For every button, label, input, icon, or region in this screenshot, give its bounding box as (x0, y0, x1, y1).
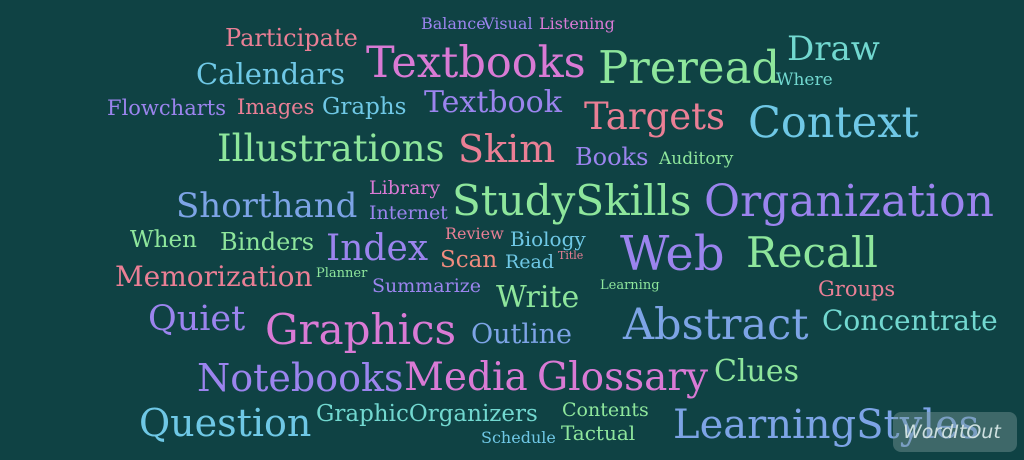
watermark-text: WordItOut (903, 421, 1001, 443)
word-memorization: Memorization (115, 260, 313, 293)
word-draw: Draw (787, 29, 880, 69)
word-preread: Preread (598, 41, 781, 94)
word-library: Library (369, 177, 441, 199)
word-glossary: Glossary (537, 355, 709, 400)
word-organization: Organization (704, 176, 994, 227)
word-flowcharts: Flowcharts (107, 96, 226, 120)
word-question: Question (139, 401, 312, 445)
word-schedule: Schedule (481, 428, 556, 447)
word-index: Index (326, 228, 429, 269)
word-learningstyles: LearningStyles (673, 402, 980, 448)
word-binders: Binders (220, 228, 315, 256)
word-visual: Visual (483, 14, 533, 33)
word-graphs: Graphs (322, 94, 407, 120)
word-graphicorganizers: GraphicOrganizers (316, 401, 538, 427)
word-learning: Learning (600, 278, 660, 293)
word-planner: Planner (316, 266, 368, 281)
word-skim: Skim (458, 127, 556, 171)
word-when: When (130, 227, 197, 253)
word-tactual: Tactual (561, 421, 636, 445)
watermark-badge[interactable]: WordItOut (893, 412, 1017, 452)
word-graphics: Graphics (265, 305, 457, 354)
word-where: Where (776, 70, 833, 90)
word-contents: Contents (562, 399, 649, 421)
word-clues: Clues (714, 354, 800, 389)
word-write: Write (496, 280, 580, 315)
word-biology: Biology (510, 227, 586, 251)
word-calendars: Calendars (196, 57, 346, 91)
word-listening: Listening (539, 14, 615, 33)
word-quiet: Quiet (148, 299, 246, 339)
word-books: Books (575, 143, 649, 171)
word-participate: Participate (225, 24, 358, 52)
word-shorthand: Shorthand (176, 186, 358, 226)
word-abstract: Abstract (623, 300, 809, 350)
word-title: Title (558, 249, 584, 262)
word-auditory: Auditory (659, 149, 734, 169)
word-notebooks: Notebooks (197, 356, 404, 400)
word-balance: Balance (421, 14, 486, 33)
word-groups: Groups (818, 277, 896, 301)
word-scan: Scan (440, 247, 498, 273)
word-textbook: Textbook (424, 85, 562, 120)
word-media: Media (404, 355, 528, 400)
word-summarize: Summarize (372, 275, 482, 297)
word-illustrations: Illustrations (217, 127, 445, 170)
word-web: Web (620, 226, 725, 282)
word-studyskills: StudySkills (452, 176, 692, 225)
word-outline: Outline (471, 319, 573, 350)
word-read: Read (505, 251, 555, 273)
word-textbooks: Textbooks (366, 38, 586, 88)
word-internet: Internet (369, 202, 448, 224)
word-images: Images (237, 95, 315, 119)
word-recall: Recall (746, 228, 878, 277)
word-context: Context (748, 98, 919, 148)
word-targets: Targets (584, 95, 725, 138)
word-concentrate: Concentrate (822, 304, 998, 337)
word-review: Review (445, 224, 504, 243)
